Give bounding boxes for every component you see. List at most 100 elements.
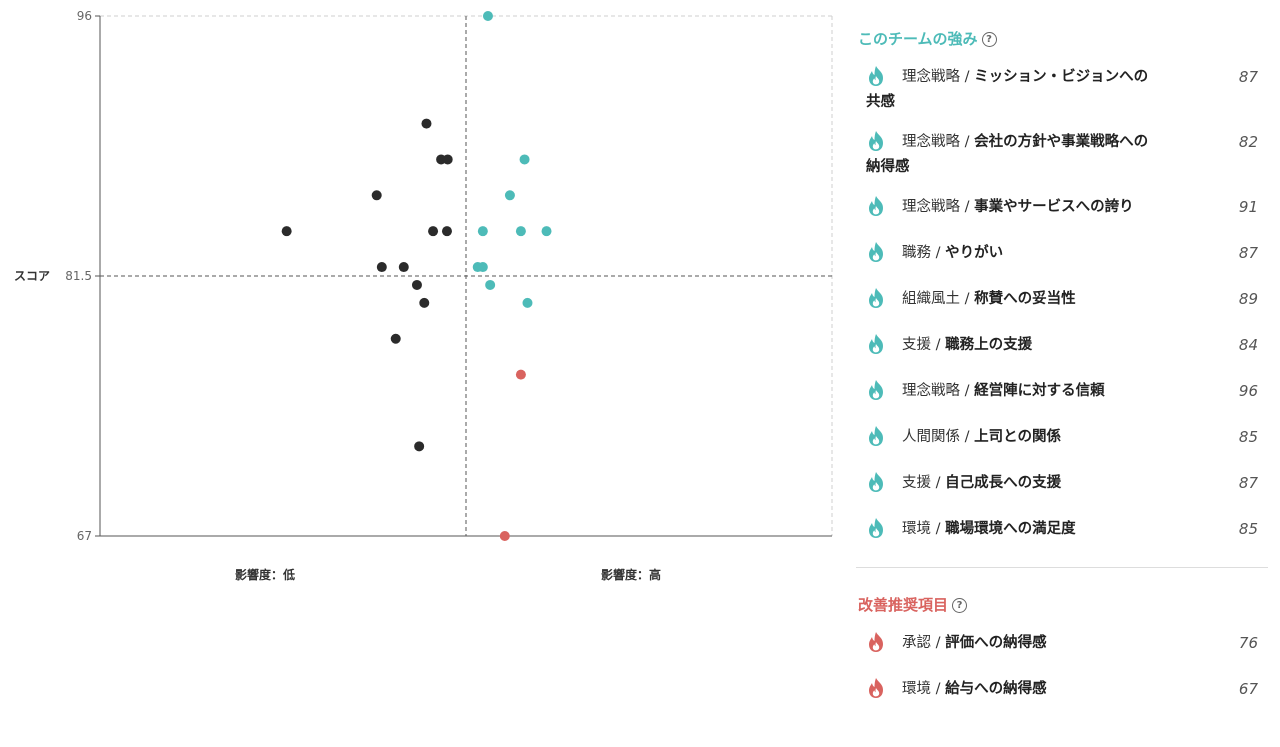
flame-icon bbox=[869, 66, 883, 86]
list-item[interactable]: 理念戦略 / 事業やサービスへの誇り 91 bbox=[856, 195, 1268, 220]
strengths-title-text: このチームの強み bbox=[858, 30, 978, 48]
improve-list: 承認 / 評価への納得感 76 環境 / 給与への納得感 67 bbox=[856, 631, 1268, 702]
flame-icon bbox=[869, 518, 883, 538]
y-tick-label: 81.5 bbox=[65, 269, 92, 283]
item-subcategory: 評価への納得感 bbox=[945, 635, 1047, 651]
list-item[interactable]: 環境 / 給与への納得感 67 bbox=[856, 677, 1268, 702]
data-point bbox=[411, 279, 422, 290]
item-text: 承認 / 評価への納得感 bbox=[902, 635, 1047, 651]
data-point bbox=[477, 262, 488, 273]
item-score: 91 bbox=[1238, 198, 1258, 216]
item-score: 85 bbox=[1238, 428, 1258, 446]
item-category: 支援 bbox=[902, 475, 931, 491]
item-score: 89 bbox=[1238, 290, 1258, 308]
item-subcategory: 給与への納得感 bbox=[945, 681, 1047, 697]
item-text: 職務 / やりがい bbox=[902, 245, 1004, 261]
data-point bbox=[442, 154, 453, 165]
data-point bbox=[414, 441, 425, 452]
item-category: 承認 bbox=[902, 635, 931, 651]
help-icon[interactable]: ? bbox=[952, 598, 968, 613]
data-point bbox=[482, 11, 493, 21]
data-point bbox=[390, 333, 401, 344]
data-point bbox=[441, 226, 452, 237]
flame-icon bbox=[869, 288, 883, 308]
item-subcategory: 職場環境への満足度 bbox=[945, 521, 1076, 537]
item-category: 理念戦略 bbox=[902, 69, 960, 85]
strength-list: 理念戦略 / ミッション・ビジョンへの 共感 87 理念戦略 / 会社の方針や事業戦略… bbox=[856, 65, 1268, 542]
item-score: 87 bbox=[1238, 474, 1258, 492]
data-point bbox=[419, 297, 430, 308]
item-category: 環境 bbox=[902, 521, 931, 537]
flame-icon bbox=[869, 131, 883, 151]
data-point bbox=[398, 262, 409, 273]
strengths-title: このチームの強み ? bbox=[858, 28, 1268, 49]
item-score: 82 bbox=[1238, 133, 1258, 151]
item-category: 支援 bbox=[902, 337, 931, 353]
item-category: 環境 bbox=[902, 681, 931, 697]
list-item[interactable]: 人間関係 / 上司との関係 85 bbox=[856, 425, 1268, 450]
y-tick-label: 67 bbox=[77, 529, 92, 543]
item-subcategory: 自己成長への支援 bbox=[945, 475, 1062, 491]
list-item[interactable]: 支援 / 職務上の支援 84 bbox=[856, 333, 1268, 358]
item-score: 85 bbox=[1238, 520, 1258, 538]
item-category: 組織風土 bbox=[902, 291, 960, 307]
list-item[interactable]: 組織風土 / 称賛への妥当性 89 bbox=[856, 287, 1268, 312]
item-text: 理念戦略 / 会社の方針や事業戦略への 納得感 bbox=[866, 134, 1149, 175]
item-subcategory: ミッション・ビジョンへの bbox=[974, 69, 1149, 85]
item-subcategory: 称賛への妥当性 bbox=[974, 291, 1076, 307]
item-subcategory: やりがい bbox=[945, 245, 1004, 261]
item-score: 76 bbox=[1238, 634, 1258, 652]
item-category: 理念戦略 bbox=[902, 134, 960, 150]
item-text: 環境 / 給与への納得感 bbox=[902, 681, 1047, 697]
data-point bbox=[477, 226, 488, 237]
data-point bbox=[421, 118, 432, 129]
flame-icon bbox=[869, 242, 883, 262]
help-icon[interactable]: ? bbox=[981, 32, 997, 47]
item-subcategory: 上司との関係 bbox=[974, 429, 1061, 445]
item-category: 理念戦略 bbox=[902, 383, 960, 399]
list-item[interactable]: 支援 / 自己成長への支援 87 bbox=[856, 471, 1268, 496]
data-point bbox=[376, 262, 387, 273]
item-score: 84 bbox=[1238, 336, 1258, 354]
data-point bbox=[485, 279, 496, 290]
data-point bbox=[499, 531, 510, 541]
flame-icon bbox=[869, 196, 883, 216]
item-text: 理念戦略 / 経営陣に対する信頼 bbox=[902, 383, 1105, 399]
item-text: 支援 / 職務上の支援 bbox=[902, 337, 1033, 353]
item-text: 理念戦略 / 事業やサービスへの誇り bbox=[902, 199, 1134, 215]
item-subcategory-cont: 共感 bbox=[866, 94, 895, 110]
item-category: 職務 bbox=[902, 245, 931, 261]
data-point bbox=[541, 226, 552, 237]
data-point bbox=[428, 226, 439, 237]
item-score: 96 bbox=[1238, 382, 1258, 400]
item-subcategory-cont: 納得感 bbox=[866, 159, 910, 175]
list-item[interactable]: 承認 / 評価への納得感 76 bbox=[856, 631, 1268, 656]
item-score: 87 bbox=[1238, 244, 1258, 262]
data-point bbox=[515, 369, 526, 380]
item-subcategory: 経営陣に対する信頼 bbox=[974, 383, 1105, 399]
flame-icon bbox=[869, 426, 883, 446]
data-point bbox=[281, 226, 292, 237]
flame-icon bbox=[869, 678, 883, 698]
item-text: 組織風土 / 称賛への妥当性 bbox=[902, 291, 1076, 307]
improvements-title: 改善推奨項目 ? bbox=[858, 594, 1268, 615]
item-text: 人間関係 / 上司との関係 bbox=[902, 429, 1061, 445]
improvements-title-text: 改善推奨項目 bbox=[858, 596, 949, 614]
list-item[interactable]: 環境 / 職場環境への満足度 85 bbox=[856, 517, 1268, 542]
item-category: 理念戦略 bbox=[902, 199, 960, 215]
data-point bbox=[515, 226, 526, 237]
list-item[interactable]: 理念戦略 / 経営陣に対する信頼 96 bbox=[856, 379, 1268, 404]
flame-icon bbox=[869, 334, 883, 354]
data-point bbox=[519, 154, 530, 165]
item-subcategory: 会社の方針や事業戦略への bbox=[974, 134, 1149, 150]
x-axis-label: 影響度：低 bbox=[235, 567, 295, 582]
scatter-chart: 67 81.5 96 スコア 影響度：低 影響度：高 bbox=[14, 9, 833, 582]
section-divider bbox=[856, 567, 1268, 568]
item-score: 87 bbox=[1238, 68, 1258, 86]
list-item[interactable]: 職務 / やりがい 87 bbox=[856, 241, 1268, 266]
list-item[interactable]: 理念戦略 / ミッション・ビジョンへの 共感 87 bbox=[856, 65, 1268, 115]
list-item[interactable]: 理念戦略 / 会社の方針や事業戦略への 納得感 82 bbox=[856, 130, 1268, 180]
x-axis-label: 影響度：高 bbox=[601, 567, 661, 582]
item-category: 人間関係 bbox=[902, 429, 960, 445]
